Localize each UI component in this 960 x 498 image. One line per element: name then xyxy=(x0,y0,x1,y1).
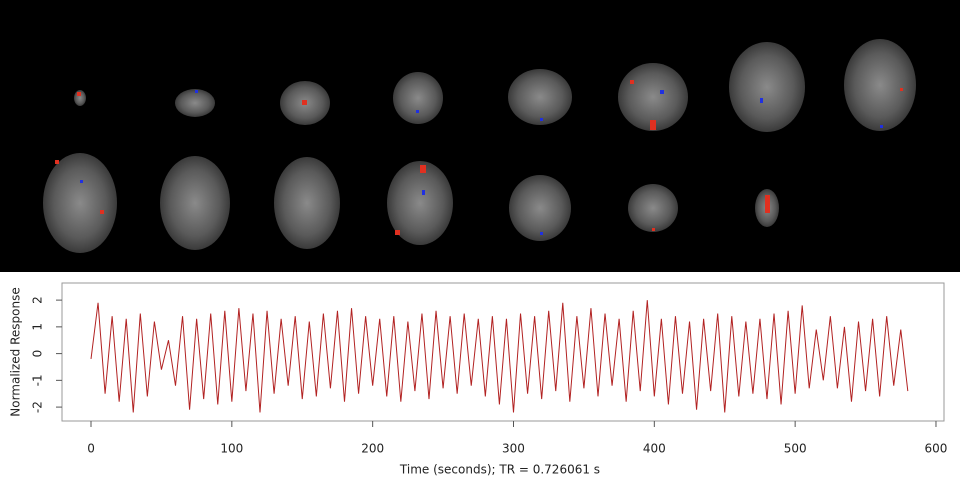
series-line xyxy=(90,300,909,413)
x-tick-label: 200 xyxy=(361,442,384,456)
x-tick-label: 500 xyxy=(784,442,807,456)
plot-frame xyxy=(61,282,945,422)
x-tick-label: 400 xyxy=(643,442,666,456)
y-tick-label: -2 xyxy=(31,401,45,413)
x-tick-label: 100 xyxy=(220,442,243,456)
y-tick-label: 1 xyxy=(31,323,45,331)
y-tick-label: 2 xyxy=(31,296,45,304)
y-tick-label: -1 xyxy=(31,374,45,386)
brain-panel xyxy=(0,0,960,272)
x-tick-label: 600 xyxy=(925,442,948,456)
y-tick-label: 0 xyxy=(31,350,45,358)
x-tick-label: 300 xyxy=(502,442,525,456)
y-axis-label: Normalized Response xyxy=(9,287,23,417)
x-tick-label: 0 xyxy=(87,442,95,456)
x-axis-label: Time (seconds); TR = 0.726061 s xyxy=(399,463,600,477)
